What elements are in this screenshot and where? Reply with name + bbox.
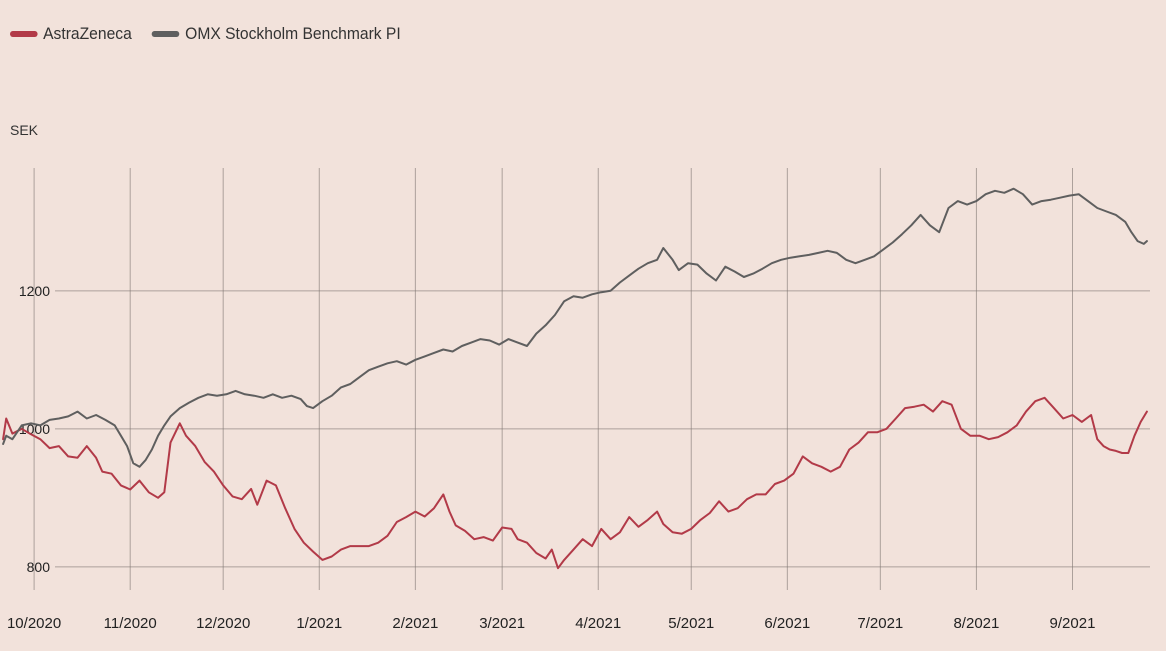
x-tick-label: 3/2021 — [479, 615, 525, 632]
legend-swatch-omx — [152, 31, 180, 37]
series-line-astrazeneca — [2, 396, 1148, 570]
legend-label-astrazeneca: AstraZeneca — [43, 24, 132, 43]
legend-label-omx: OMX Stockholm Benchmark PI — [185, 24, 401, 43]
x-tick-label: 7/2021 — [857, 615, 903, 632]
x-tick-label: 12/2020 — [196, 615, 250, 632]
y-axis-unit-label: SEK — [10, 122, 39, 138]
y-tick-label: 1200 — [19, 283, 50, 299]
legend-swatch-astrazeneca — [10, 31, 38, 37]
x-tick-label: 2/2021 — [392, 615, 438, 632]
x-tick-label: 1/2021 — [296, 615, 342, 632]
x-tick-label: 4/2021 — [575, 615, 621, 632]
legend-item-astrazeneca[interactable]: AstraZeneca — [10, 24, 132, 44]
x-tick-label: 10/2020 — [7, 615, 61, 632]
y-tick-label: 800 — [27, 559, 51, 575]
chart-legend: AstraZeneca OMX Stockholm Benchmark PI — [10, 24, 401, 44]
series-line-omx — [2, 187, 1148, 468]
x-tick-label: 8/2021 — [953, 615, 999, 632]
x-tick-label: 6/2021 — [764, 615, 810, 632]
x-tick-label: 11/2020 — [104, 615, 157, 632]
legend-item-omx[interactable]: OMX Stockholm Benchmark PI — [152, 24, 401, 44]
x-tick-label: 9/2021 — [1050, 615, 1096, 632]
x-tick-label: 5/2021 — [668, 615, 714, 632]
